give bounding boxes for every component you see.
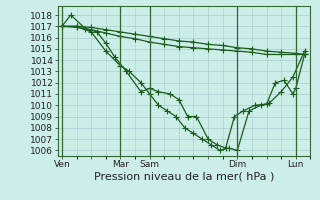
X-axis label: Pression niveau de la mer( hPa ): Pression niveau de la mer( hPa ) [94, 172, 274, 182]
